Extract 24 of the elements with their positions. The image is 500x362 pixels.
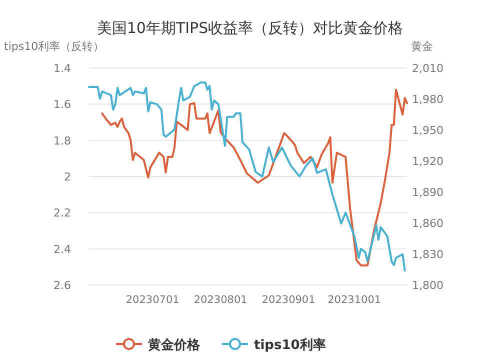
y2-tick-label: 1,980	[412, 93, 444, 106]
y-tick-label: 2.2	[54, 206, 71, 220]
y2-tick-label: 1,800	[412, 279, 444, 292]
y-tick-label: 2	[64, 170, 71, 184]
y-tick-label: 1.6	[54, 98, 71, 112]
x-tick-label: 20230901	[262, 294, 316, 306]
y2-tick-label: 1,830	[412, 248, 444, 261]
y2-tick-label: 2,010	[412, 62, 444, 75]
y2-tick-label: 1,950	[412, 124, 444, 137]
chart-title: 美国10年期TIPS收益率（反转）对比黄金价格	[96, 19, 404, 37]
y-tick-label: 2.4	[54, 242, 71, 256]
y2-tick-label: 1,920	[412, 155, 444, 168]
x-tick-label: 20230801	[194, 294, 248, 306]
y2-tick-label: 1,890	[412, 186, 444, 199]
y-axis-title: tips10利率（反转）	[4, 40, 104, 53]
y-tick-label: 2.6	[54, 279, 71, 292]
y-tick-label: 1.8	[54, 134, 71, 148]
y2-tick-label: 1,860	[412, 217, 444, 230]
legend-label: 黄金价格	[147, 338, 201, 353]
x-tick-label: 20230701	[126, 294, 180, 306]
y2-axis-title: 黄金	[411, 40, 433, 53]
y-tick-label: 1.4	[54, 62, 71, 75]
legend-label: tips10利率	[254, 337, 326, 353]
x-tick-label: 20231001	[328, 294, 382, 306]
